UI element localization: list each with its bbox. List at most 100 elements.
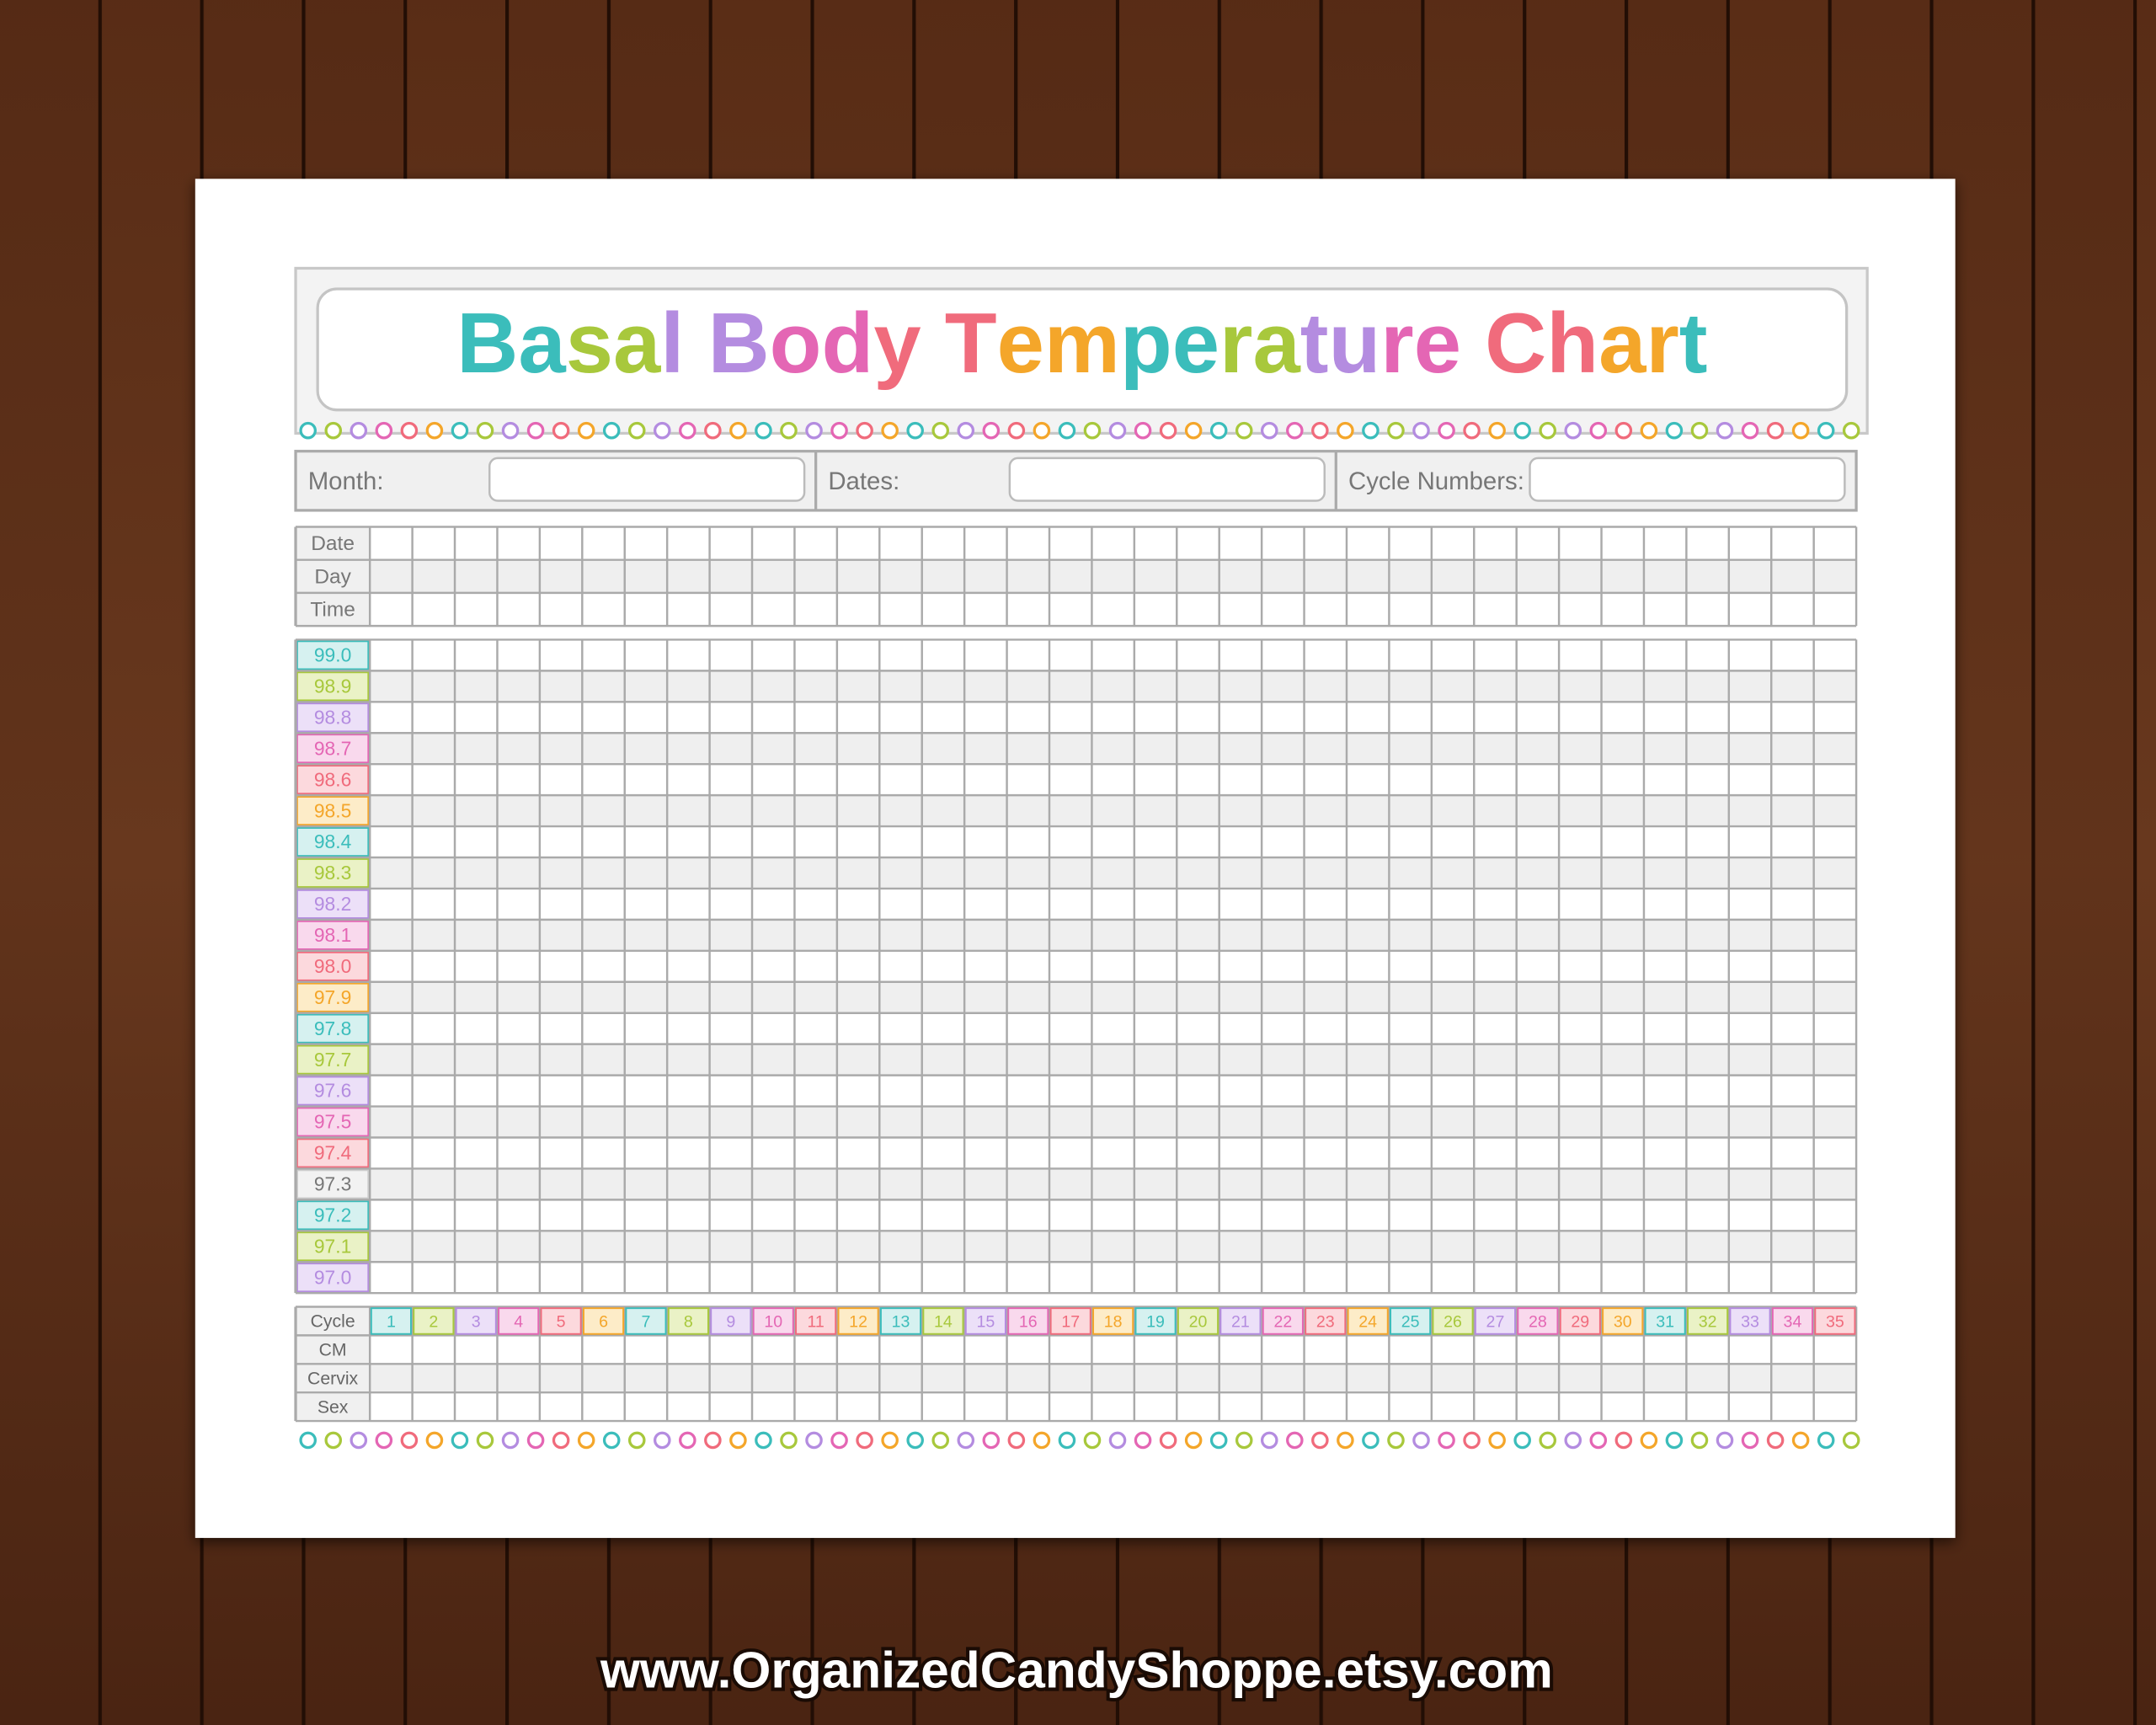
cycle-number: 11 [807, 1312, 824, 1331]
temp-label: 97.8 [314, 1017, 351, 1039]
row-bg [370, 826, 1857, 858]
dot [451, 1431, 469, 1450]
row-label: CM [319, 1341, 347, 1360]
temp-label-bg [296, 733, 370, 764]
cycle-cell [625, 1307, 667, 1335]
chart-grid: Month: Dates: Cycle Numbers: Date Day Time 99.… [294, 421, 1860, 1450]
cycle-number: 33 [1741, 1312, 1759, 1331]
dot [1564, 1431, 1582, 1450]
cycle-number: 30 [1614, 1312, 1632, 1331]
cycle-cell [1305, 1307, 1347, 1335]
dot [1083, 421, 1102, 440]
dot [375, 421, 393, 440]
row-bg [370, 639, 1857, 671]
dot [729, 1431, 747, 1450]
temp-label: 97.0 [314, 1266, 351, 1288]
dot [1235, 1431, 1253, 1450]
row-bg [370, 1335, 1857, 1365]
dot [1741, 1431, 1759, 1450]
temp-label: 97.1 [314, 1235, 351, 1257]
dot [856, 421, 873, 440]
cycle-number: 18 [1104, 1312, 1123, 1331]
dot [856, 1431, 873, 1450]
dot [526, 1431, 545, 1450]
form-label: Month: [308, 467, 384, 495]
dot [299, 421, 317, 440]
dot [1159, 1431, 1177, 1450]
cycle-number: 3 [472, 1312, 481, 1331]
row-bg [370, 857, 1857, 889]
dot [1513, 1431, 1531, 1450]
temp-label-bg [296, 1231, 370, 1262]
row-bg [370, 981, 1857, 1013]
dot [1463, 1431, 1481, 1450]
row-bg [370, 559, 1857, 593]
dot [1286, 421, 1304, 440]
dot [805, 421, 823, 440]
dot [1108, 1431, 1127, 1450]
row-bg [370, 1075, 1857, 1107]
form-input[interactable] [1008, 457, 1326, 502]
dot [1614, 421, 1633, 440]
cycle-number: 32 [1699, 1312, 1717, 1331]
dot [1058, 1431, 1076, 1450]
dot [1235, 421, 1253, 440]
dot [627, 1431, 646, 1450]
row-bg [370, 592, 1857, 627]
dot [982, 1431, 1001, 1450]
dot [350, 421, 368, 440]
dot [526, 421, 545, 440]
row-bg [370, 795, 1857, 827]
cycle-number: 15 [976, 1312, 995, 1331]
dot [780, 421, 798, 440]
temp-label: 98.5 [314, 799, 351, 821]
dot [1817, 421, 1835, 440]
row-bg [370, 950, 1857, 982]
dot [1513, 421, 1531, 440]
row-label: Date [311, 532, 355, 555]
dot [906, 1431, 924, 1450]
temp-label-bg [296, 920, 370, 951]
cycle-number: 8 [684, 1312, 693, 1331]
cycle-cell [455, 1307, 497, 1335]
temp-label: 98.0 [314, 955, 351, 977]
dot [1842, 421, 1860, 440]
dot [1614, 1431, 1633, 1450]
dot [729, 421, 747, 440]
dot [1083, 1431, 1102, 1450]
form-input[interactable] [488, 457, 806, 502]
dot [780, 1431, 798, 1450]
dot [1033, 421, 1051, 440]
row-bg [370, 733, 1857, 765]
cycle-number: 26 [1444, 1312, 1462, 1331]
cycle-number: 31 [1656, 1312, 1674, 1331]
cycle-cell [1049, 1307, 1091, 1335]
temp-label-bg [296, 889, 370, 920]
dot [1690, 1431, 1709, 1450]
dot [1741, 421, 1759, 440]
dot [1412, 1431, 1430, 1450]
cycle-number: 10 [764, 1312, 782, 1331]
temp-label-bg [296, 1013, 370, 1044]
dot [982, 421, 1001, 440]
form-input[interactable] [1529, 457, 1846, 502]
dot [324, 421, 343, 440]
cycle-cell [1729, 1307, 1771, 1335]
plank [0, 0, 99, 1725]
cycle-number: 35 [1826, 1312, 1844, 1331]
dot [602, 1431, 621, 1450]
cycle-number: 7 [642, 1312, 651, 1331]
cycle-cell [1262, 1307, 1304, 1335]
temp-label-bg [296, 639, 370, 670]
row-label-bg [296, 1335, 371, 1365]
dot [1209, 421, 1228, 440]
cycle-number: 5 [557, 1312, 566, 1331]
dot [1134, 421, 1152, 440]
cycle-cell [540, 1307, 582, 1335]
dot [552, 1431, 570, 1450]
dot [1589, 1431, 1608, 1450]
dot [1766, 1431, 1785, 1450]
footer-url: www.OrganizedCandyShoppe.etsy.com [600, 1642, 1553, 1699]
dot [704, 1431, 722, 1450]
